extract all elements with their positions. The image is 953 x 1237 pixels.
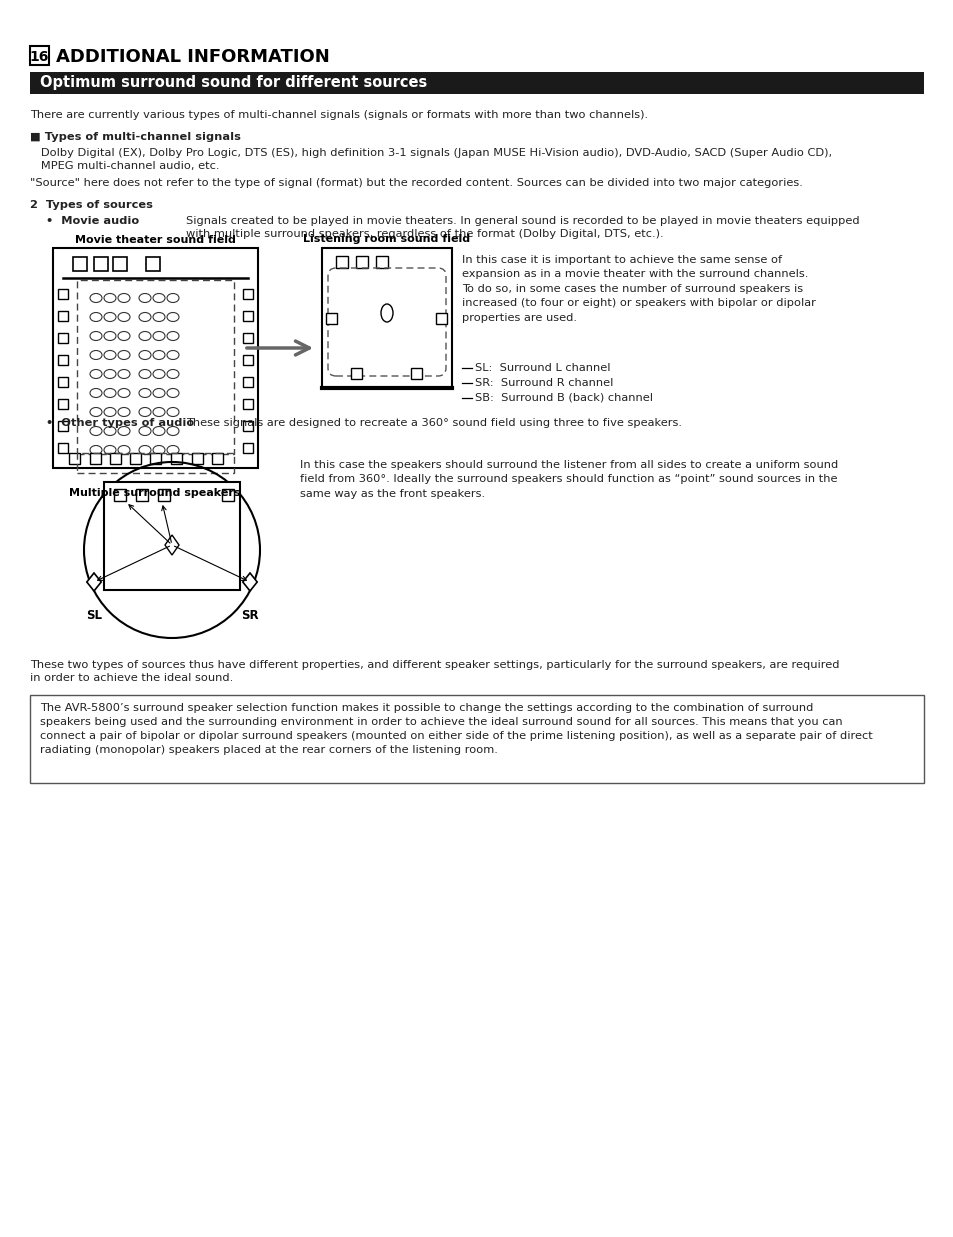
Text: The AVR-5800’s surround speaker selection function makes it possible to change t: The AVR-5800’s surround speaker selectio… [40,703,872,755]
Bar [131,453,141,464]
Bar [58,310,68,320]
Bar [436,313,447,324]
Bar [375,256,388,268]
Bar [243,421,253,430]
Text: There are currently various types of multi-channel signals (signals or formats w: There are currently various types of mul… [30,110,647,120]
Bar [411,367,422,379]
Bar [193,453,203,464]
Text: SB:  Surround B (back) channel: SB: Surround B (back) channel [475,393,652,403]
Bar [172,453,182,464]
Bar [222,489,233,501]
Bar [335,256,348,268]
Text: Optimum surround sound for different sources: Optimum surround sound for different sou… [40,75,427,90]
Bar [113,489,126,501]
Text: 2  Types of sources: 2 Types of sources [30,200,152,210]
Text: These two types of sources thus have different properties, and different speaker: These two types of sources thus have dif… [30,661,839,683]
Text: ADDITIONAL INFORMATION: ADDITIONAL INFORMATION [56,48,330,66]
Bar [30,46,49,66]
Bar [146,257,160,271]
Bar [326,313,337,324]
Text: SL: SL [86,609,102,622]
Bar [351,367,362,379]
Bar [77,453,233,473]
Bar [58,333,68,343]
Polygon shape [243,573,257,591]
Bar [91,453,101,464]
Bar [243,355,253,365]
Text: Multiple surround speakers: Multiple surround speakers [70,489,240,499]
Bar [243,400,253,409]
Bar [158,489,170,501]
Bar [243,377,253,387]
Text: SR: SR [241,609,258,622]
Text: •  Other types of audio: • Other types of audio [46,418,193,428]
Bar [322,247,452,388]
Bar [30,72,923,94]
Text: "Source" here does not refer to the type of signal (format) but the recorded con: "Source" here does not refer to the type… [30,178,802,188]
Bar [94,257,108,271]
Text: In this case it is important to achieve the same sense of
expansion as in a movi: In this case it is important to achieve … [461,255,815,323]
Bar [58,400,68,409]
Bar [58,443,68,453]
Text: 16: 16 [30,49,50,64]
Bar [77,280,233,454]
Polygon shape [87,573,101,591]
Text: ■ Types of multi-channel signals: ■ Types of multi-channel signals [30,132,240,142]
Bar [243,310,253,320]
Bar [104,482,240,590]
Bar [151,453,161,464]
Bar [30,695,923,783]
Bar [58,377,68,387]
Bar [213,453,223,464]
Bar [58,355,68,365]
Bar [112,257,127,271]
Bar [243,289,253,299]
Bar [58,421,68,430]
Text: Dolby Digital (EX), Dolby Pro Logic, DTS (ES), high definition 3-1 signals (Japa: Dolby Digital (EX), Dolby Pro Logic, DTS… [30,148,831,171]
Text: Signals created to be played in movie theaters. In general sound is recorded to : Signals created to be played in movie th… [186,216,859,239]
Bar [73,257,87,271]
Bar [355,256,368,268]
Text: Movie theater sound field: Movie theater sound field [74,235,235,245]
Bar [53,247,257,468]
Bar [243,333,253,343]
Bar [58,289,68,299]
Text: In this case the speakers should surround the listener from all sides to create : In this case the speakers should surroun… [299,460,838,499]
Text: These signals are designed to recreate a 360° sound field using three to five sp: These signals are designed to recreate a… [186,418,681,428]
Bar [136,489,148,501]
Text: •  Movie audio: • Movie audio [46,216,139,226]
Text: SL:  Surround L channel: SL: Surround L channel [475,362,610,374]
Text: SR:  Surround R channel: SR: Surround R channel [475,379,613,388]
Bar [111,453,121,464]
Text: Listening room sound field: Listening room sound field [303,234,470,244]
Bar [70,453,80,464]
Bar [243,443,253,453]
